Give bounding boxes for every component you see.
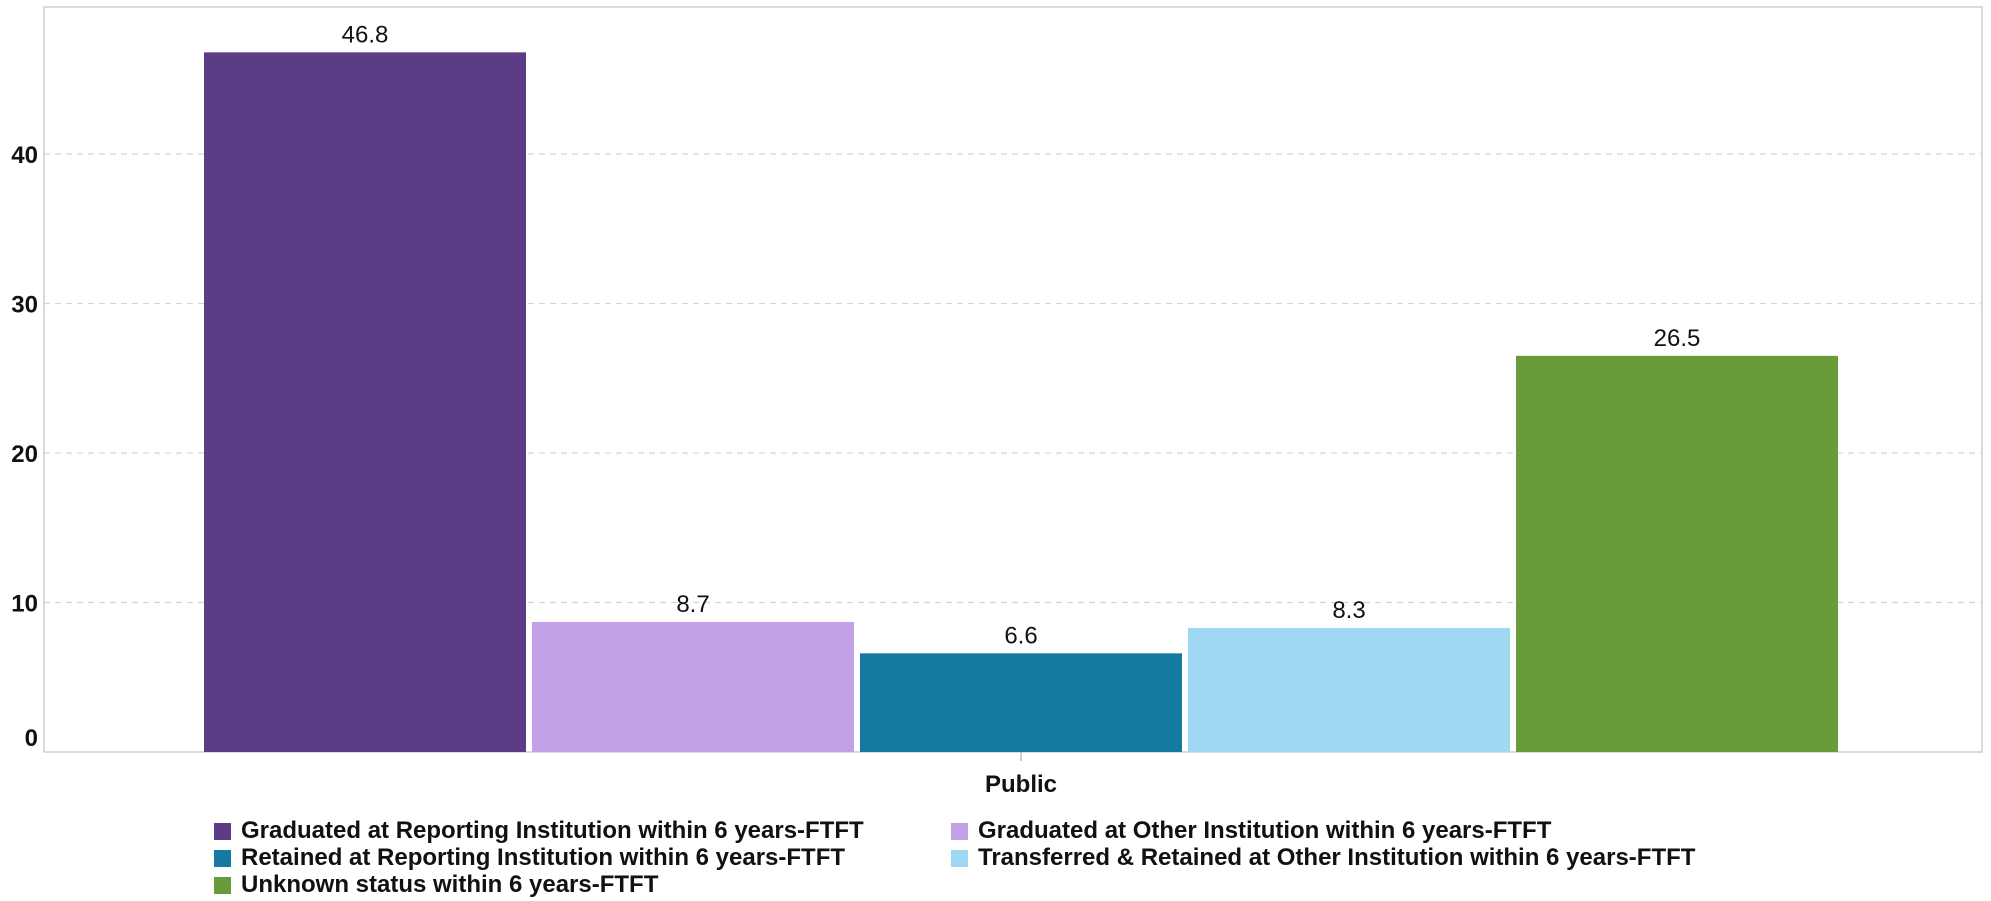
legend-swatch	[214, 822, 231, 840]
bar	[204, 52, 526, 752]
bar	[860, 653, 1182, 752]
bars	[204, 52, 1838, 752]
legend-swatch	[214, 849, 231, 867]
data-labels: 46.8 8.7 6.6 8.3 26.5	[342, 21, 1701, 649]
data-label: 26.5	[1654, 325, 1701, 352]
y-tick-label: 40	[11, 142, 38, 169]
legend-item: Graduated at Other Institution within 6 …	[951, 818, 1551, 844]
legend-item: Retained at Reporting Institution within…	[214, 845, 845, 871]
data-label: 46.8	[342, 21, 389, 48]
legend-item: Unknown status within 6 years-FTFT	[214, 872, 658, 898]
bar	[1516, 355, 1838, 752]
legend-label: Retained at Reporting Institution within…	[241, 844, 846, 871]
bar	[532, 621, 854, 752]
legend-label: Graduated at Reporting Institution withi…	[241, 817, 864, 844]
y-tick-label: 0	[25, 725, 38, 752]
y-tick-label: 30	[11, 292, 38, 319]
data-label: 8.7	[676, 591, 709, 618]
bar	[1188, 627, 1510, 752]
y-axis: 0 10 20 30 40	[11, 142, 38, 752]
x-axis: Public	[985, 752, 1057, 798]
y-tick-label: 20	[11, 441, 38, 468]
legend-item: Graduated at Reporting Institution withi…	[214, 818, 864, 844]
legend-item: Transferred & Retained at Other Institut…	[951, 845, 1695, 871]
legend-swatch	[951, 822, 968, 840]
legend-swatch	[214, 876, 231, 894]
data-label: 6.6	[1004, 622, 1037, 649]
legend-label: Transferred & Retained at Other Institut…	[978, 844, 1696, 871]
legend-label: Graduated at Other Institution within 6 …	[978, 817, 1552, 844]
legend-label: Unknown status within 6 years-FTFT	[241, 871, 659, 898]
bar-chart: 0 10 20 30 40 46.8 8.7 6.6 8.3 26.5 Public	[11, 6, 1983, 798]
x-category-label: Public	[985, 771, 1057, 798]
y-tick-label: 10	[11, 591, 38, 618]
legend-swatch	[951, 849, 968, 867]
data-label: 8.3	[1332, 597, 1365, 624]
